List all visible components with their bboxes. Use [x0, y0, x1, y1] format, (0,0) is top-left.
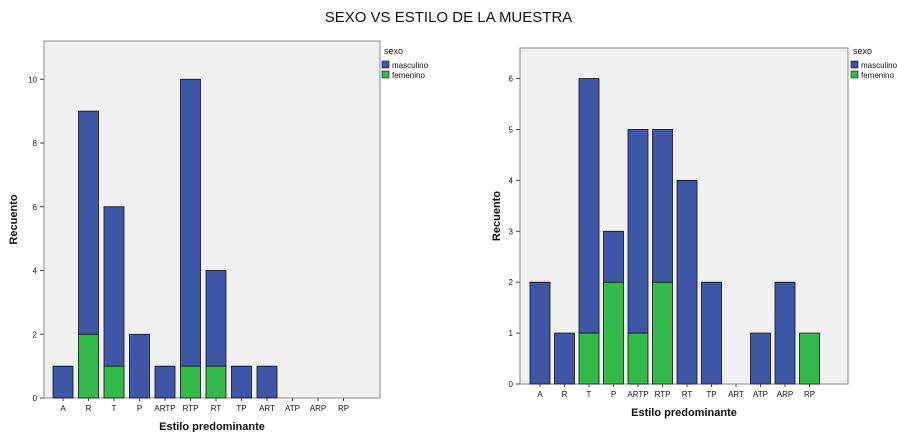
- chart2-bar-masculino-r: [554, 332, 575, 385]
- chart2-legend-swatch-masculino: [850, 60, 859, 69]
- chart2-bar-masculino-a: [529, 281, 551, 385]
- chart2-legend-label-masculino: masculino: [861, 61, 897, 70]
- page-title: SEXO VS ESTILO DE LA MUESTRA: [324, 9, 573, 26]
- chart2-bar-masculino-atp: [750, 332, 771, 385]
- chart1-x-tick-label: ARP: [310, 404, 326, 413]
- chart2-y-tick-label: 0: [509, 380, 514, 389]
- chart2-bar-masculino-rtp: [652, 129, 673, 283]
- chart2-bar-masculino-arp: [774, 281, 796, 385]
- chart2-bar-femenino-artp: [627, 332, 649, 385]
- chart2-x-tick-label: TP: [706, 390, 716, 399]
- chart2-y-tick-label: 5: [509, 125, 514, 134]
- chart1-x-tick-label: RTP: [183, 404, 199, 413]
- chart1-bar-femenino-t: [103, 365, 125, 399]
- chart2-bar-masculino-t: [578, 78, 600, 334]
- chart1-bar-masculino-tp: [231, 365, 252, 399]
- chart2-bar-masculino-rt: [676, 179, 698, 385]
- chart2-y-axis-title: Recuento: [491, 191, 503, 241]
- chart1-y-tick-label: 2: [33, 330, 38, 339]
- chart2-y-tick-label: 2: [509, 278, 514, 287]
- chart2-x-tick-label: ART: [728, 390, 744, 399]
- chart1-y-tick-label: 10: [28, 75, 37, 84]
- chart1-x-tick-label: RT: [211, 404, 222, 413]
- chart1-bar-masculino-p: [129, 333, 150, 399]
- chart1-bar-femenino-rt: [205, 365, 227, 399]
- chart1-x-tick-label: ATP: [285, 404, 300, 413]
- chart1-x-tick-label: ART: [259, 404, 275, 413]
- chart2-bar-femenino-p: [603, 281, 624, 385]
- chart1-x-tick-label: A: [60, 404, 66, 413]
- chart2-x-tick-label: ATP: [753, 390, 768, 399]
- chart2-y-tick-label: 3: [509, 227, 514, 236]
- chart1-legend-swatch-masculino: [381, 60, 390, 69]
- chart2-bar-femenino-rtp: [652, 281, 673, 385]
- chart2-y-tick-label: 4: [509, 176, 514, 185]
- chart1-y-tick-label: 4: [33, 267, 38, 276]
- chart1-y-tick-label: 8: [33, 139, 38, 148]
- chart2-legend-swatch-femenino: [850, 70, 859, 79]
- chart1-x-tick-label: RP: [338, 404, 349, 413]
- chart1-bar-masculino-rt: [205, 270, 227, 367]
- chart2-x-tick-label: RT: [682, 390, 693, 399]
- chart2-x-tick-label: A: [537, 390, 543, 399]
- chart1-legend-label-masculino: masculino: [392, 61, 429, 70]
- chart2-x-tick-label: R: [562, 390, 568, 399]
- chart2-legend-label-femenino: femenino: [861, 71, 894, 80]
- chart1-bar-masculino-r: [78, 110, 99, 335]
- chart1-bar-masculino-art: [256, 365, 278, 399]
- chart2-x-tick-label: RP: [804, 390, 815, 399]
- chart1-legend-label-femenino: femenino: [392, 71, 425, 80]
- chart1-x-tick-label: R: [86, 404, 92, 413]
- chart2-bar-masculino-artp: [627, 129, 649, 334]
- chart1-x-axis-title: Estilo predominante: [159, 421, 265, 432]
- chart2-x-tick-label: P: [611, 390, 616, 399]
- chart1-x-tick-label: P: [137, 404, 142, 413]
- chart2-legend-title: sexo: [853, 46, 872, 56]
- chart1-x-tick-label: TP: [236, 404, 246, 413]
- chart2-y-tick-label: 6: [509, 75, 514, 84]
- chart1-bar-femenino-rtp: [180, 365, 201, 399]
- chart1-bar-masculino-rtp: [180, 78, 201, 367]
- chart1-y-tick-label: 6: [33, 203, 38, 212]
- chart1-bar-masculino-a: [52, 365, 74, 399]
- chart1-x-tick-label: ARTP: [154, 404, 175, 413]
- chart2-x-axis-title: Estilo predominante: [631, 407, 737, 419]
- chart1-y-axis-title: Recuento: [8, 194, 20, 244]
- chart2-x-tick-label: T: [587, 390, 592, 399]
- chart2-bar-femenino-t: [578, 332, 600, 385]
- chart1-bar-femenino-r: [78, 333, 99, 399]
- chart1-x-tick-label: T: [112, 404, 117, 413]
- chart1-legend-swatch-femenino: [381, 70, 390, 79]
- chart2-x-tick-label: RTP: [655, 390, 671, 399]
- chart1-bar-masculino-t: [103, 206, 125, 367]
- chart2-bar-masculino-p: [603, 230, 624, 283]
- chart2-bar-masculino-tp: [701, 281, 722, 385]
- chart2-y-tick-label: 1: [509, 329, 514, 338]
- chart2-x-tick-label: ARTP: [627, 390, 648, 399]
- chart2-x-tick-label: ARP: [777, 390, 793, 399]
- chart1-legend-title: sexo: [384, 46, 403, 56]
- chart1-bar-masculino-artp: [154, 365, 176, 399]
- chart2-bar-femenino-rp: [799, 332, 820, 385]
- chart1-y-tick-label: 0: [33, 394, 38, 403]
